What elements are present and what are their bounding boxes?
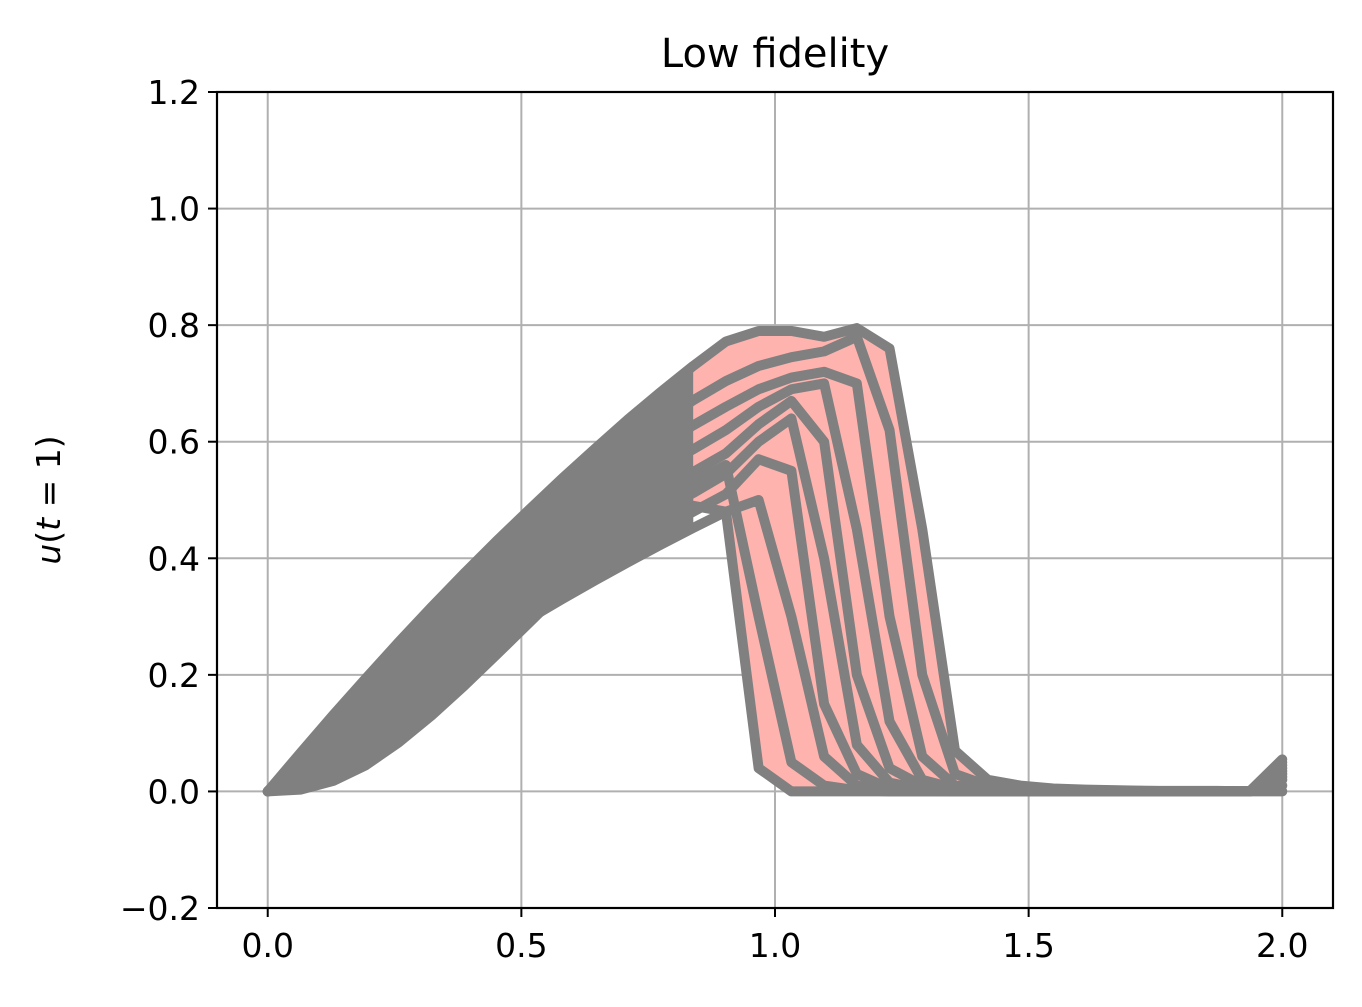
x-tick-label: 2.0 [1256,926,1308,965]
y-axis-label-equals: = 1) [29,435,68,518]
y-tick-label: 0.8 [148,306,200,345]
y-tick-label: 1.0 [148,190,200,229]
y-tick-label: 0.2 [148,656,200,695]
x-tick-label: 0.5 [495,926,547,965]
series-lines [262,323,1288,797]
axis-ticks: 0.0 0.5 1.0 1.5 2.0 −0.2 0.0 0.2 0.4 0.6 0.8 1.0 1.2 [120,73,1309,965]
y-tick-label: −0.2 [120,889,200,928]
y-tick-label: 0.0 [148,772,200,811]
series-band-segment [267,482,694,792]
series-band-segment [267,505,694,792]
chart-title: Low fidelity [661,31,889,77]
series-band-segment [267,472,694,792]
y-axis-label-variable: u [29,544,68,565]
y-axis-label-open-paren: ( [29,531,68,544]
series-band-segment [267,449,694,792]
y-tick-label: 0.4 [148,539,200,578]
y-axis-label: u(t = 1) [29,435,68,564]
series-band-segment [267,425,694,792]
series-band-segment [267,400,694,792]
x-tick-label: 0.0 [241,926,293,965]
x-tick-label: 1.5 [1002,926,1054,965]
y-tick-label: 0.6 [148,423,200,462]
y-axis-label-time: t [29,517,68,531]
series-band-segment [267,365,694,792]
x-tick-label: 1.0 [749,926,801,965]
y-tick-label: 1.2 [148,73,200,112]
